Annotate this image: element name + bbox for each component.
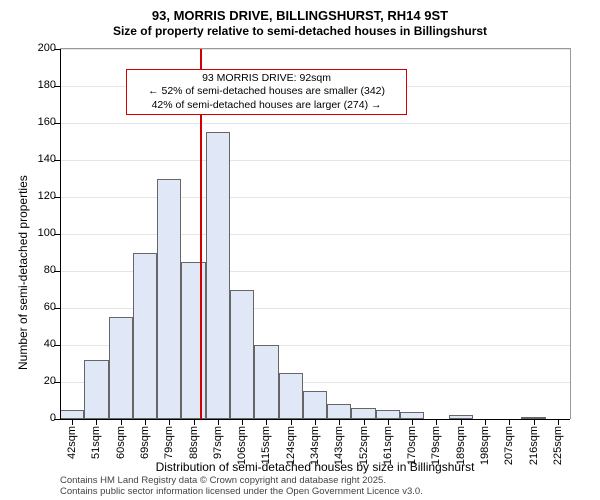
x-tick-label: 97sqm [212, 426, 224, 459]
x-tick-label: 51sqm [90, 426, 102, 459]
annotation-line: 93 MORRIS DRIVE: 92sqm [131, 72, 402, 85]
x-tick [509, 419, 510, 425]
gridline [60, 197, 570, 198]
y-tick-label: 180 [20, 79, 56, 91]
histogram-bar [303, 391, 327, 419]
x-tick [266, 419, 267, 425]
chart-area: 93 MORRIS DRIVE: 92sqm← 52% of semi-deta… [60, 48, 570, 418]
x-tick [169, 419, 170, 425]
x-tick [339, 419, 340, 425]
chart-container: 93, MORRIS DRIVE, BILLINGSHURST, RH14 9S… [0, 0, 600, 500]
y-tick-label: 0 [20, 412, 56, 424]
x-tick [485, 419, 486, 425]
x-tick [194, 419, 195, 425]
histogram-bar [84, 360, 108, 419]
annotation-line: ← 52% of semi-detached houses are smalle… [131, 85, 402, 98]
histogram-bar [327, 404, 351, 419]
x-tick-label: 79sqm [163, 426, 175, 459]
plot-area: 93 MORRIS DRIVE: 92sqm← 52% of semi-deta… [60, 48, 571, 419]
annotation-box: 93 MORRIS DRIVE: 92sqm← 52% of semi-deta… [126, 69, 407, 114]
gridline [60, 234, 570, 235]
footer-line2: Contains public sector information licen… [60, 487, 423, 498]
chart-title: 93, MORRIS DRIVE, BILLINGSHURST, RH14 9S… [0, 0, 600, 24]
y-tick-label: 20 [20, 375, 56, 387]
histogram-bar [60, 410, 84, 419]
histogram-bar [109, 317, 133, 419]
x-tick [145, 419, 146, 425]
y-tick-label: 200 [20, 42, 56, 54]
x-tick [388, 419, 389, 425]
histogram-bar [133, 253, 157, 420]
x-tick [218, 419, 219, 425]
x-tick [291, 419, 292, 425]
gridline [60, 123, 570, 124]
x-tick-label: 88sqm [188, 426, 200, 459]
histogram-bar [157, 179, 181, 420]
x-tick [72, 419, 73, 425]
annotation-line: 42% of semi-detached houses are larger (… [131, 99, 402, 112]
histogram-bar [376, 410, 400, 419]
x-axis-label: Distribution of semi-detached houses by … [60, 460, 570, 474]
histogram-bar [254, 345, 278, 419]
y-axis [60, 49, 61, 419]
x-tick-label: 115sqm [260, 426, 272, 464]
x-tick [436, 419, 437, 425]
histogram-bar [230, 290, 254, 420]
x-tick [315, 419, 316, 425]
x-tick [558, 419, 559, 425]
x-tick-label: 42sqm [66, 426, 78, 459]
x-tick-label: 60sqm [115, 426, 127, 459]
y-axis-label: Number of semi-detached properties [16, 175, 30, 370]
y-tick-label: 160 [20, 116, 56, 128]
histogram-bar [206, 132, 230, 419]
x-tick [242, 419, 243, 425]
chart-subtitle: Size of property relative to semi-detach… [0, 24, 600, 42]
x-tick [96, 419, 97, 425]
x-tick-label: 69sqm [139, 426, 151, 459]
x-tick [121, 419, 122, 425]
x-tick [534, 419, 535, 425]
gridline [60, 160, 570, 161]
histogram-bar [279, 373, 303, 419]
gridline [60, 49, 570, 50]
x-tick [364, 419, 365, 425]
x-tick [461, 419, 462, 425]
y-tick-label: 140 [20, 153, 56, 165]
histogram-bar [400, 412, 424, 419]
footer: Contains HM Land Registry data © Crown c… [60, 476, 423, 498]
histogram-bar [351, 408, 375, 419]
x-tick [412, 419, 413, 425]
